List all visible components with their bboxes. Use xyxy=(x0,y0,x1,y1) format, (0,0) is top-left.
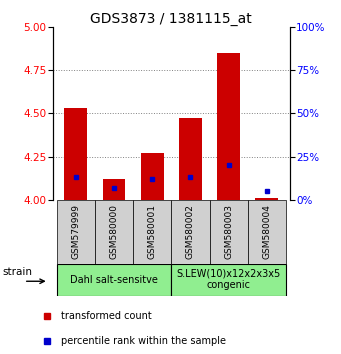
Bar xyxy=(171,264,286,296)
Bar xyxy=(103,179,125,200)
Bar xyxy=(248,200,286,264)
Bar xyxy=(217,53,240,200)
Text: GSM580001: GSM580001 xyxy=(148,204,157,259)
Bar xyxy=(57,200,95,264)
Bar xyxy=(95,200,133,264)
Bar xyxy=(57,264,172,296)
Text: GSM579999: GSM579999 xyxy=(71,204,80,259)
Bar xyxy=(210,200,248,264)
Text: transformed count: transformed count xyxy=(61,311,152,321)
Bar xyxy=(255,198,278,200)
Text: strain: strain xyxy=(3,267,33,277)
Text: S.LEW(10)x12x2x3x5
congenic: S.LEW(10)x12x2x3x5 congenic xyxy=(177,269,281,291)
Bar xyxy=(179,119,202,200)
Text: GSM580004: GSM580004 xyxy=(263,204,271,259)
Text: Dahl salt-sensitve: Dahl salt-sensitve xyxy=(70,275,158,285)
Bar xyxy=(133,200,171,264)
Text: GSM580003: GSM580003 xyxy=(224,204,233,259)
Text: percentile rank within the sample: percentile rank within the sample xyxy=(61,336,226,346)
Bar xyxy=(64,108,87,200)
Text: GSM580000: GSM580000 xyxy=(109,204,119,259)
Bar xyxy=(141,153,164,200)
Bar xyxy=(171,200,210,264)
Title: GDS3873 / 1381115_at: GDS3873 / 1381115_at xyxy=(90,12,252,25)
Text: GSM580002: GSM580002 xyxy=(186,204,195,259)
